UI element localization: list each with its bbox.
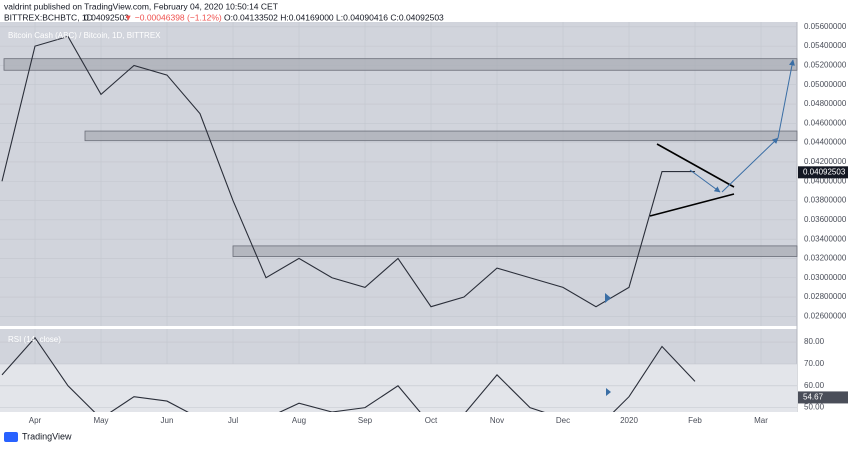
x-tick-label: Aug [292, 416, 306, 425]
y-tick-label: 70.00 [804, 359, 825, 368]
last-value-label: 54.67 [803, 393, 824, 402]
y-tick-label: 50.00 [804, 403, 825, 412]
x-tick-label: Apr [29, 416, 42, 425]
y-tick-label: 0.04800000 [804, 99, 847, 108]
symbol: BITTREX:BCHBTC, 1D [4, 12, 93, 22]
x-tick-label: Dec [556, 416, 570, 425]
y-tick-label: 60.00 [804, 381, 825, 390]
underlay [0, 22, 798, 412]
logo[interactable] [4, 432, 18, 442]
ohlc: O:0.04133502 H:0.04169000 L:0.04090416 C… [224, 12, 444, 22]
x-tick-label: Sep [358, 416, 373, 425]
y-tick-label: 0.04400000 [804, 138, 847, 147]
x-tick-label: Jun [161, 416, 174, 425]
chart-title: Bitcoin Cash (ABC) / Bitcoin, 1D, BITTRE… [8, 31, 161, 40]
marker-flag [606, 388, 611, 396]
y-tick-label: 0.02600000 [804, 311, 847, 320]
y-tick-label: 0.03200000 [804, 254, 847, 263]
series-line [1, 35, 695, 308]
projection-arrow [777, 59, 795, 139]
x-tick-label: 2020 [620, 416, 638, 425]
zone [232, 245, 798, 257]
last-value-label: 0.04092503 [803, 167, 846, 176]
y-tick-label: 0.05600000 [804, 22, 847, 31]
x-tick-label: Mar [754, 416, 768, 425]
y-tick-label: 0.03400000 [804, 234, 847, 243]
rsi-title: RSI (14, close) [8, 335, 61, 344]
price-axis [797, 22, 850, 412]
last-value-box [798, 391, 848, 404]
y-tick-label: 0.05400000 [804, 41, 847, 50]
projection-arrow [721, 137, 779, 193]
y-tick-label: 0.04600000 [804, 118, 847, 127]
y-tick-label: 0.03600000 [804, 215, 847, 224]
x-tick-label: Feb [688, 416, 702, 425]
price-pane [0, 22, 797, 326]
last-value-box [798, 166, 848, 179]
price: 0.04092503 [84, 12, 129, 22]
series-line [1, 336, 696, 412]
y-tick-label: 80.00 [804, 337, 825, 346]
publisher: valdrint published on TradingView.com, F… [4, 1, 278, 11]
y-tick-label: 0.05200000 [804, 61, 847, 70]
x-tick-label: May [93, 416, 108, 425]
marker-flag [605, 293, 611, 303]
change: ▼ −0.00046398 (−1.12%) [124, 12, 222, 22]
zone [3, 58, 798, 71]
y-tick-label: 0.03800000 [804, 196, 847, 205]
trendline [656, 143, 735, 188]
x-tick-label: Oct [425, 416, 438, 425]
zone [84, 130, 798, 142]
x-tick-label: Jul [228, 416, 238, 425]
y-tick-label: 0.05000000 [804, 80, 847, 89]
trendline [649, 193, 735, 217]
y-tick-label: 0.02800000 [804, 292, 847, 301]
brand[interactable]: TradingView [22, 431, 72, 441]
y-tick-label: 0.04200000 [804, 157, 847, 166]
y-tick-label: 0.04000000 [804, 176, 847, 185]
projection-arrow [689, 169, 721, 193]
y-tick-label: 0.03000000 [804, 273, 847, 282]
rsi-band [0, 363, 797, 412]
plot [1, 35, 696, 412]
x-tick-label: Nov [490, 416, 504, 425]
drawings [605, 59, 795, 396]
